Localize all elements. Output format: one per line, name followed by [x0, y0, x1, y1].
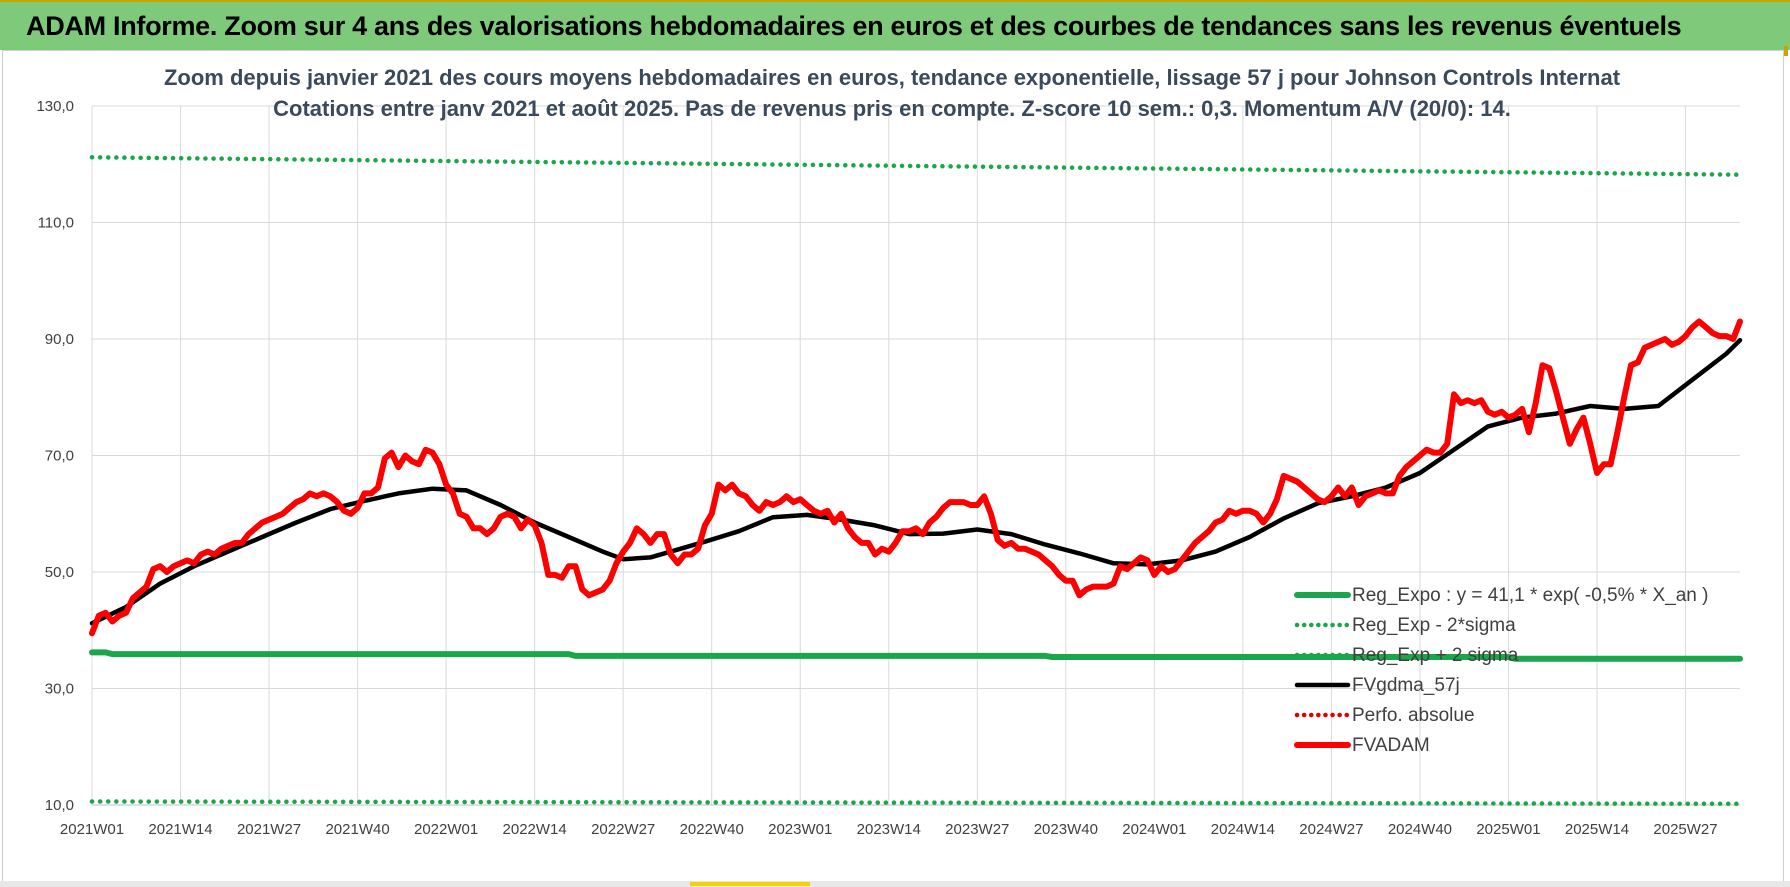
x-tick-label: 2022W27 [591, 821, 655, 838]
x-tick-label: 2025W14 [1565, 821, 1629, 838]
report-title: ADAM Informe. Zoom sur 4 ans des valoris… [26, 10, 1682, 41]
legend-label: Reg_Exp + 2 sigma [1352, 645, 1519, 666]
x-tick-label: 2023W40 [1034, 821, 1098, 838]
legend-label: Reg_Exp - 2*sigma [1352, 615, 1516, 636]
series-line-0 [89, 649, 1743, 662]
y-tick-label: 10,0 [45, 797, 74, 814]
series-line-5 [89, 318, 1743, 637]
chart-subtitle: Cotations entre janv 2021 et août 2025. … [273, 96, 1511, 121]
legend-label: Perfo. absolue [1352, 705, 1475, 726]
corner-accent [1784, 46, 1788, 56]
x-tick-label: 2024W01 [1122, 821, 1186, 838]
y-tick-label: 50,0 [45, 564, 74, 581]
legend-label: FVADAM [1352, 735, 1430, 756]
chart-title: Zoom depuis janvier 2021 des cours moyen… [164, 65, 1621, 90]
x-axis-ticks: 2021W01 2021W14 2021W27 2021W40 2022W01 2022W… [60, 821, 1718, 838]
x-tick-label: 2025W27 [1653, 821, 1717, 838]
x-tick-label: 2021W14 [148, 821, 212, 838]
x-tick-label: 2024W40 [1388, 821, 1452, 838]
y-tick-label: 110,0 [38, 215, 74, 232]
x-tick-label: 2024W27 [1299, 821, 1363, 838]
x-tick-label: 2022W14 [503, 821, 567, 838]
x-tick-label: 2022W01 [414, 821, 478, 838]
bottom-border [0, 881, 1790, 887]
x-tick-label: 2021W27 [237, 821, 301, 838]
y-tick-label: 30,0 [45, 681, 74, 698]
x-tick-label: 2021W01 [60, 821, 124, 838]
legend-label: FVgdma_57j [1352, 675, 1460, 696]
legend-label: Reg_Expo : y = 41,1 * exp( -0,5% * X_an … [1352, 585, 1708, 606]
series-group [89, 155, 1743, 807]
x-tick-label: 2024W14 [1211, 821, 1275, 838]
legend: Reg_Expo : y = 41,1 * exp( -0,5% * X_an … [1294, 585, 1708, 756]
bottom-accent [690, 882, 810, 886]
report-banner: ADAM Informe. Zoom sur 4 ans des valoris… [0, 0, 1790, 50]
series-line-2 [89, 155, 1743, 177]
grid-lines [91, 105, 1740, 806]
y-tick-label: 130,0 [36, 98, 74, 115]
x-tick-label: 2021W40 [325, 821, 389, 838]
y-tick-label: 70,0 [45, 448, 74, 465]
x-tick-label: 2022W40 [680, 821, 744, 838]
x-tick-label: 2023W01 [768, 821, 832, 838]
x-tick-label: 2023W14 [857, 821, 921, 838]
series-line-1 [89, 799, 1743, 807]
x-tick-label: 2023W27 [945, 821, 1009, 838]
y-tick-label: 90,0 [45, 331, 74, 348]
x-tick-label: 2025W01 [1476, 821, 1540, 838]
y-axis-ticks: 130,0 110,0 90,0 70,0 50,0 30,0 10,0 [36, 98, 74, 814]
